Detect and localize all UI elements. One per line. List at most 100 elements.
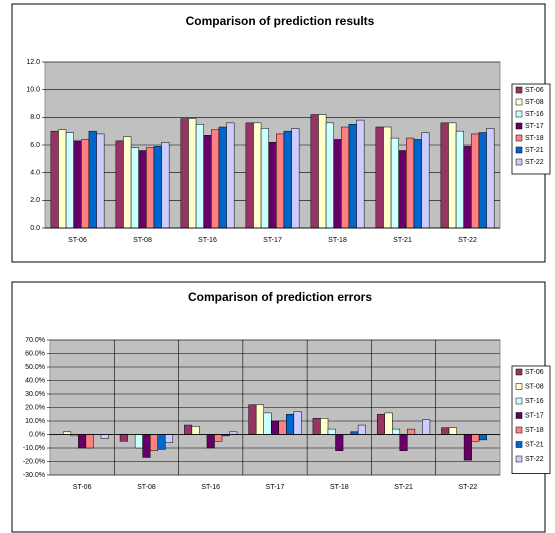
x-tick-label: ST-08 (137, 484, 156, 491)
bar (255, 404, 264, 435)
bar (81, 139, 90, 229)
bar (455, 130, 464, 229)
bar (390, 137, 399, 229)
x-tick-label: ST-18 (330, 484, 349, 491)
bar (195, 124, 204, 229)
bar (421, 132, 430, 229)
x-tick-label: ST-21 (393, 237, 412, 244)
legend-label: ST-18 (525, 427, 544, 434)
bar (134, 434, 143, 449)
legend-label: ST-18 (525, 135, 544, 142)
bar (327, 428, 336, 435)
bar (248, 404, 257, 435)
bar (348, 124, 357, 229)
bar (270, 420, 280, 435)
bar (335, 434, 344, 451)
bar (471, 133, 480, 229)
legend-swatch (515, 368, 523, 376)
y-tick-label: 70.0% (25, 337, 45, 344)
bar (350, 431, 359, 435)
bar (78, 434, 87, 449)
bar (65, 132, 74, 229)
y-tick-label: -10.0% (23, 445, 45, 452)
x-tick-label: ST-17 (266, 484, 285, 491)
bar (486, 128, 495, 229)
legend-swatch (515, 441, 523, 448)
bar (226, 122, 235, 229)
bar (398, 150, 407, 229)
x-tick-label: ST-22 (458, 237, 477, 244)
bar (149, 434, 158, 451)
x-tick-label: ST-21 (394, 484, 413, 491)
bar (422, 419, 431, 435)
bar (100, 434, 109, 439)
legend-label: ST-17 (525, 123, 544, 130)
legend-label: ST-06 (525, 87, 544, 94)
y-tick-label: 60.0% (25, 350, 45, 357)
bar (463, 146, 472, 229)
x-tick-label: ST-22 (459, 484, 478, 491)
bar (214, 434, 223, 442)
bar (325, 122, 334, 229)
y-tick-label: 4.0 (30, 170, 40, 177)
bar (407, 428, 416, 435)
y-tick-label: 10.0% (25, 418, 45, 425)
bar (206, 434, 215, 449)
bar (291, 128, 300, 229)
bar (399, 434, 408, 451)
bar (286, 414, 295, 435)
y-tick-label: 6.0 (30, 142, 40, 149)
bar (448, 122, 457, 229)
y-tick-label: 2.0 (30, 197, 40, 204)
bar (463, 434, 472, 461)
x-tick-label: ST-16 (201, 484, 220, 491)
bar (376, 414, 385, 435)
legend-label: ST-21 (525, 441, 544, 448)
legend-swatch (515, 455, 523, 463)
legend-swatch (515, 134, 523, 142)
bar (123, 136, 132, 229)
y-tick-label: 10.0 (26, 87, 40, 94)
bar (88, 130, 97, 229)
x-tick-label: ST-16 (198, 237, 217, 244)
bar (441, 427, 450, 435)
bar (448, 427, 457, 435)
bar (478, 132, 487, 229)
bar (478, 434, 487, 441)
bar (229, 431, 238, 435)
legend-swatch (515, 158, 523, 166)
bar (440, 122, 449, 229)
y-tick-label: 8.0 (30, 114, 40, 121)
y-tick-label: 12.0 (26, 59, 40, 66)
x-tick-label: ST-17 (263, 237, 282, 244)
x-tick-label: ST-06 (68, 237, 87, 244)
bar (293, 411, 302, 435)
bar (263, 412, 272, 435)
y-tick-label: 0.0 (30, 225, 40, 232)
bar (356, 119, 365, 229)
bar (146, 147, 155, 229)
legend-swatch (515, 383, 523, 390)
bar (333, 139, 342, 229)
legend-swatch (515, 122, 523, 130)
legend-label: ST-22 (525, 159, 544, 166)
bar (165, 434, 174, 443)
bar (58, 129, 67, 229)
x-tick-label: ST-18 (328, 237, 347, 244)
bar (320, 418, 329, 435)
bar (138, 150, 147, 229)
legend-swatch (515, 98, 523, 106)
x-tick-label: ST-06 (73, 484, 92, 491)
bar (260, 128, 269, 229)
bar (184, 424, 193, 435)
legend-swatch (515, 426, 523, 434)
bar (85, 434, 94, 449)
bar (413, 139, 422, 229)
bar (268, 141, 277, 229)
bar (161, 141, 170, 229)
y-tick-label: 20.0% (25, 404, 45, 411)
legend-label: ST-16 (525, 398, 544, 405)
bar (50, 130, 59, 229)
